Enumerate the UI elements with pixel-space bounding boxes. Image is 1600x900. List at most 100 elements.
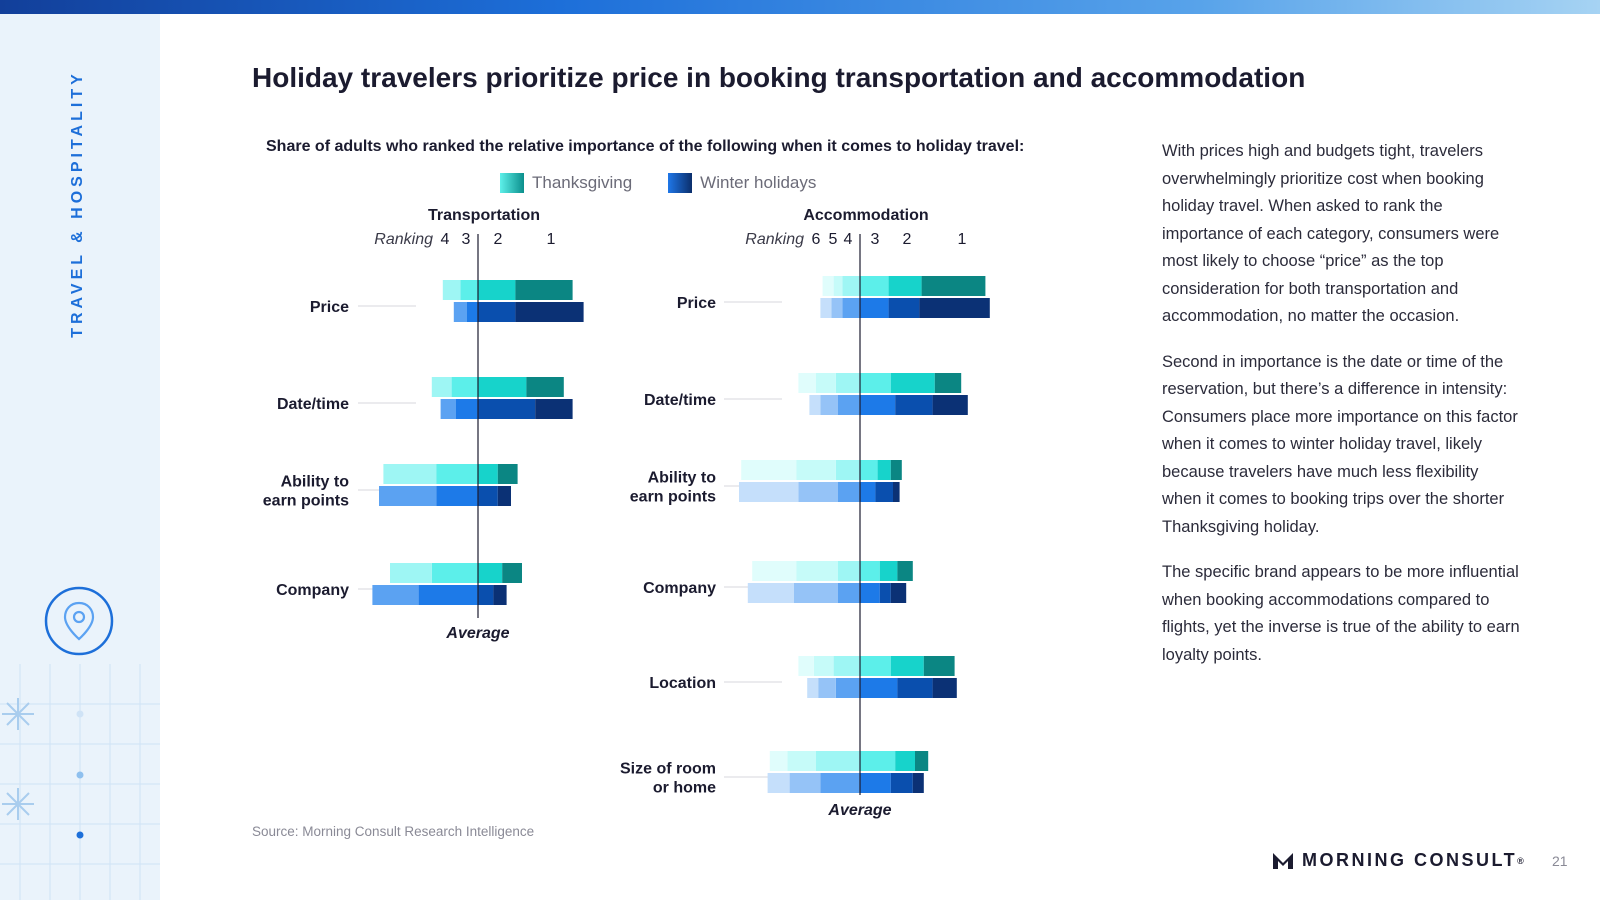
rank-tick-label: 3 (462, 231, 471, 248)
bar-thanksgiving-rank-1 (502, 563, 522, 583)
bar-thanksgiving-rank-6 (741, 460, 797, 480)
category-label: earn points (630, 489, 716, 506)
commentary: With prices high and budgets tight, trav… (1162, 138, 1522, 687)
legend-swatch-thanksgiving (500, 173, 524, 193)
legend-item-winter: Winter holidays (668, 173, 816, 193)
category-label: Ability to (281, 474, 350, 491)
bar-thanksgiving-rank-1 (921, 276, 986, 296)
bar-winter-rank-4 (838, 395, 860, 415)
bar-thanksgiving-rank-3 (860, 373, 891, 393)
bar-winter-rank-2 (478, 486, 498, 506)
commentary-paragraph-2: Second in importance is the date or time… (1162, 352, 1518, 536)
category-label: Company (276, 582, 349, 599)
bar-winter-rank-2 (897, 678, 933, 698)
page-title: Holiday travelers prioritize price in bo… (252, 62, 1306, 93)
bar-winter-rank-4 (842, 298, 860, 318)
bar-thanksgiving-rank-3 (860, 276, 889, 296)
bar-thanksgiving-rank-1 (897, 561, 913, 581)
bar-winter-rank-3 (418, 585, 478, 605)
decorative-grid (0, 664, 160, 900)
category-label: Price (677, 295, 716, 312)
rank-tick-label: 1 (958, 231, 967, 248)
bar-winter-rank-4 (838, 482, 860, 502)
bar-winter-rank-2 (895, 395, 933, 415)
rank-tick-label: 2 (903, 231, 912, 248)
chart-legend: Thanksgiving Winter holidays (500, 172, 852, 194)
category-label: or home (653, 780, 716, 797)
bar-winter-rank-5 (789, 773, 821, 793)
rank-tick-label: 3 (871, 231, 880, 248)
logo-text: MORNING CONSULT (1302, 850, 1518, 870)
bar-winter-rank-4 (440, 399, 456, 419)
ranking-chart: Transportation Ranking 4 3 2 1 Price Date/time A… (263, 207, 990, 819)
bar-winter-rank-3 (860, 298, 889, 318)
bar-thanksgiving-rank-4 (383, 464, 437, 484)
bar-thanksgiving-rank-2 (877, 460, 891, 480)
bar-thanksgiving-rank-3 (431, 563, 478, 583)
bar-winter-rank-2 (879, 583, 891, 603)
average-axis-label-1: Average (827, 802, 891, 819)
bar-winter-rank-1 (919, 298, 990, 318)
bar-thanksgiving-rank-1 (526, 377, 564, 397)
sidebar: TRAVEL & HOSPITALITY (0, 14, 160, 900)
bar-thanksgiving-rank-3 (860, 561, 880, 581)
bar-winter-rank-1 (893, 482, 900, 502)
category-label: Date/time (277, 396, 349, 413)
bar-thanksgiving-rank-3 (436, 464, 478, 484)
bar-thanksgiving-rank-1 (890, 460, 902, 480)
bar-thanksgiving-rank-2 (890, 373, 935, 393)
location-pin-icon (44, 586, 114, 656)
bar-winter-rank-2 (875, 482, 893, 502)
bar-winter-rank-5 (818, 678, 836, 698)
ranking-label-0: Ranking (374, 231, 433, 248)
logo-registered-mark: ® (1517, 855, 1524, 866)
bar-winter-rank-6 (820, 298, 832, 318)
bar-thanksgiving-rank-1 (515, 280, 573, 300)
bar-thanksgiving-rank-5 (816, 373, 836, 393)
bar-winter-rank-1 (535, 399, 573, 419)
bar-winter-rank-3 (860, 395, 896, 415)
bar-thanksgiving-rank-1 (497, 464, 518, 484)
rank-tick-label: 6 (812, 231, 821, 248)
bar-thanksgiving-rank-1 (915, 751, 929, 771)
bar-thanksgiving-rank-3 (860, 751, 896, 771)
bar-winter-rank-1 (912, 773, 924, 793)
bar-thanksgiving-rank-5 (796, 460, 836, 480)
bar-winter-rank-4 (453, 302, 467, 322)
bar-thanksgiving-rank-4 (431, 377, 452, 397)
bar-winter-rank-6 (767, 773, 790, 793)
bar-winter-rank-1 (932, 678, 957, 698)
category-label: Date/time (644, 392, 716, 409)
bar-winter-rank-4 (372, 585, 419, 605)
category-label: Price (310, 299, 349, 316)
bar-winter-rank-6 (747, 583, 794, 603)
bar-thanksgiving-rank-4 (842, 276, 860, 296)
bar-winter-rank-2 (478, 302, 516, 322)
bar-thanksgiving-rank-2 (478, 464, 498, 484)
bar-winter-rank-1 (890, 583, 907, 603)
rank-tick-label: 2 (494, 231, 503, 248)
rank-tick-label: 4 (844, 231, 853, 248)
bar-thanksgiving-rank-2 (888, 276, 922, 296)
bar-thanksgiving-rank-6 (822, 276, 834, 296)
bar-winter-rank-5 (820, 395, 838, 415)
section-label: TRAVEL & HOSPITALITY (69, 70, 86, 338)
bar-thanksgiving-rank-4 (442, 280, 461, 300)
bar-thanksgiving-rank-4 (390, 563, 432, 583)
bar-winter-rank-3 (860, 773, 891, 793)
bar-winter-rank-1 (497, 486, 511, 506)
bar-winter-rank-6 (807, 678, 819, 698)
ranking-label-1: Ranking (745, 231, 804, 248)
legend-swatch-winter (668, 173, 693, 193)
bar-thanksgiving-rank-3 (460, 280, 478, 300)
bar-thanksgiving-rank-2 (478, 563, 503, 583)
bar-winter-rank-5 (794, 583, 838, 603)
bar-thanksgiving-rank-4 (835, 373, 860, 393)
bar-thanksgiving-rank-2 (890, 656, 924, 676)
panel-title-0: Transportation (428, 207, 540, 224)
commentary-paragraph-1: With prices high and budgets tight, trav… (1162, 142, 1500, 325)
category-label: Size of room (620, 761, 716, 778)
bar-winter-rank-5 (831, 298, 843, 318)
average-axis-label-0: Average (445, 625, 509, 642)
bar-winter-rank-4 (820, 773, 860, 793)
